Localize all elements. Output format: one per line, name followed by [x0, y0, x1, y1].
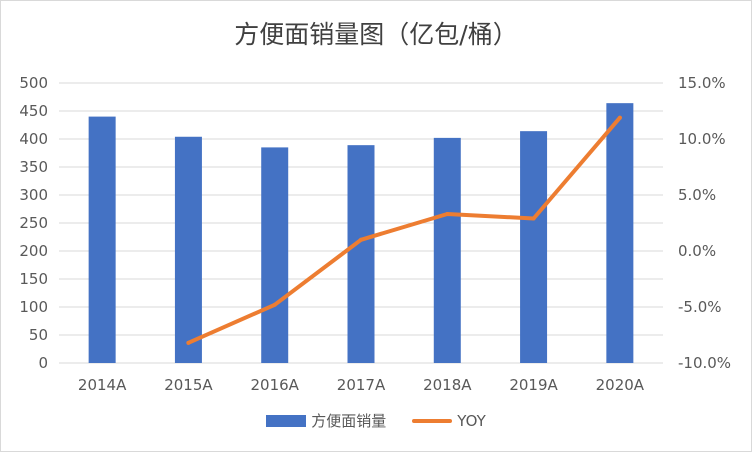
bar — [88, 116, 116, 363]
legend-item-bar: 方便面销量 — [266, 410, 386, 431]
line-point — [445, 212, 450, 217]
y-left-tick-label: 400 — [19, 130, 48, 148]
line-point — [186, 340, 191, 345]
bar — [174, 136, 202, 363]
x-tick-label: 2016A — [250, 376, 299, 394]
legend-label-bar: 方便面销量 — [311, 412, 387, 430]
x-tick-label: 2015A — [164, 376, 213, 394]
x-tick-label: 2017A — [337, 376, 386, 394]
y-left-tick-label: 150 — [19, 270, 48, 288]
x-tick-label: 2014A — [78, 376, 127, 394]
line-point — [272, 302, 277, 307]
line-point — [359, 237, 363, 242]
y-right-tick-label: -10.0% — [678, 354, 731, 372]
bar — [261, 147, 289, 363]
chart-legend: 方便面销量 YOY — [1, 410, 751, 431]
legend-label-line: YOY — [457, 411, 486, 430]
y-right-tick-label: 15.0% — [678, 74, 726, 92]
bar — [347, 145, 375, 363]
y-left-tick-label: 450 — [19, 102, 48, 120]
y-left-tick-label: 200 — [19, 242, 48, 260]
y-right-tick-label: 0.0% — [678, 242, 716, 260]
y-left-tick-label: 250 — [19, 214, 48, 232]
y-left-tick-label: 100 — [19, 298, 48, 316]
y-right-tick-label: 5.0% — [678, 186, 716, 204]
y-left-tick-label: 350 — [19, 158, 48, 176]
legend-swatch-line — [412, 418, 453, 423]
bar — [606, 103, 634, 363]
y-left-tick-label: 50 — [29, 326, 48, 344]
y-left-tick-label: 500 — [19, 74, 48, 92]
y-left-tick-label: 300 — [19, 186, 48, 204]
legend-item-line: YOY — [412, 412, 486, 430]
chart-title: 方便面销量图（亿包/桶） — [234, 20, 518, 49]
legend-swatch-bar — [266, 414, 307, 427]
x-tick-label: 2018A — [423, 376, 472, 394]
line-point — [531, 216, 536, 221]
x-tick-label: 2019A — [509, 376, 558, 394]
y-left-tick-label: 0 — [38, 354, 48, 372]
y-right-tick-label: -5.0% — [678, 298, 722, 316]
bar — [433, 137, 461, 363]
bar — [520, 131, 548, 363]
line-point — [617, 115, 622, 120]
y-right-tick-label: 10.0% — [678, 130, 726, 148]
series-line-yoy — [186, 115, 622, 345]
x-tick-label: 2020A — [596, 376, 645, 394]
